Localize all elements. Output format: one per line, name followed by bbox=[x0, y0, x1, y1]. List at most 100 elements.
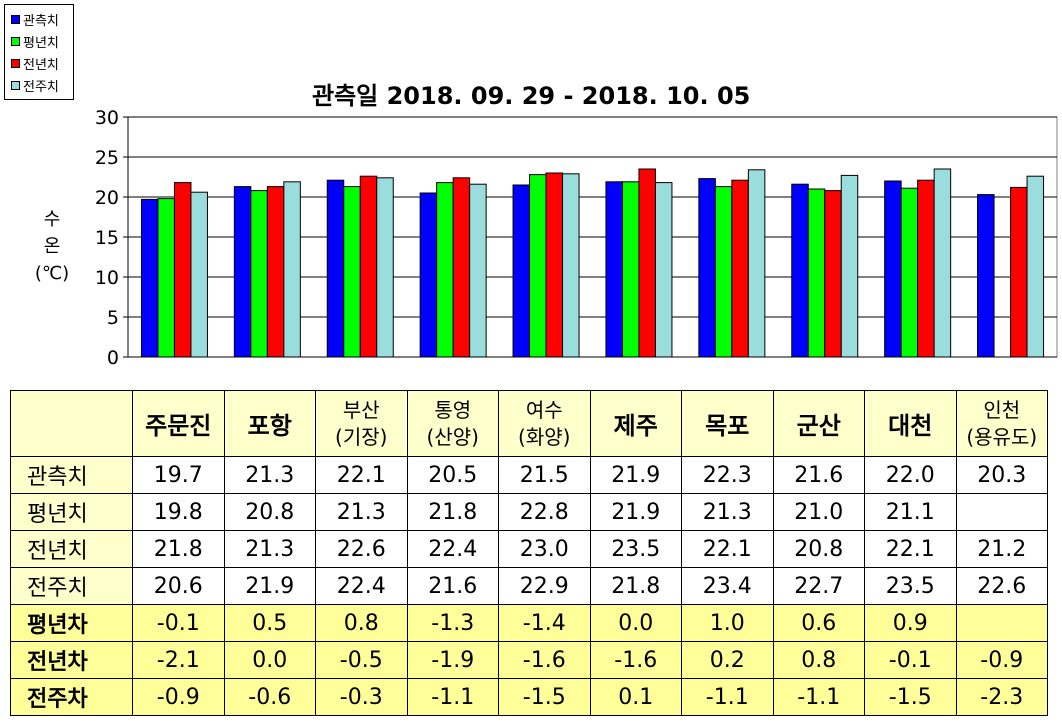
y-axis-label: 수 온 (℃) bbox=[30, 206, 74, 287]
table-cell: 0.6 bbox=[772, 604, 865, 642]
table-cell: 19.8 bbox=[132, 493, 225, 531]
table-cell: 21.6 bbox=[772, 456, 865, 494]
legend-item: 전주치 bbox=[11, 74, 73, 96]
table-cell: 21.9 bbox=[589, 493, 682, 531]
table-cell: 0.5 bbox=[223, 604, 316, 642]
row-label: 전년치 bbox=[10, 530, 133, 568]
table-cell: 23.5 bbox=[864, 567, 957, 605]
station-header: 주문진 bbox=[132, 390, 225, 457]
table-cell: 21.9 bbox=[223, 567, 316, 605]
bar bbox=[343, 186, 361, 358]
table-cell: 22.7 bbox=[772, 567, 865, 605]
table-cell: -1.4 bbox=[498, 604, 591, 642]
row-label: 전주차 bbox=[10, 678, 133, 716]
row-label: 평년차 bbox=[10, 604, 133, 642]
table-row: 전주치 20.6 21.9 22.4 21.6 22.9 21.8 23.4 22.7 23.5 2… bbox=[10, 567, 1048, 605]
table-cell: 20.8 bbox=[223, 493, 316, 531]
y-tick-label: 5 bbox=[107, 307, 119, 329]
station-header: 여수 (화양) bbox=[498, 390, 591, 457]
table-cell: 20.3 bbox=[955, 456, 1048, 494]
table-row: 평년차 -0.1 0.5 0.8 -1.3 -1.4 0.0 1.0 0.6 0.9 bbox=[10, 604, 1048, 642]
y-tick-label: 0 bbox=[107, 347, 119, 369]
table-cell: -1.1 bbox=[681, 678, 774, 716]
bar bbox=[977, 194, 995, 358]
bar bbox=[1026, 175, 1045, 358]
y-axis-label-line: 온 bbox=[43, 236, 61, 257]
table-cell bbox=[955, 604, 1048, 642]
table-cell: 22.4 bbox=[406, 530, 499, 568]
y-tick-label: 15 bbox=[95, 227, 119, 249]
table-cell: 0.8 bbox=[315, 604, 408, 642]
bar bbox=[233, 186, 252, 358]
station-header: 군산 bbox=[772, 390, 865, 457]
table-cell: 21.9 bbox=[589, 456, 682, 494]
table-cell: 19.7 bbox=[132, 456, 225, 494]
table-cell: -1.6 bbox=[498, 641, 591, 679]
table-cell: 21.3 bbox=[223, 456, 316, 494]
bar bbox=[266, 186, 285, 358]
table-cell: 0.0 bbox=[589, 604, 682, 642]
table-cell: 0.2 bbox=[681, 641, 774, 679]
bar bbox=[791, 183, 809, 358]
table-cell: -0.1 bbox=[132, 604, 225, 642]
legend-swatch bbox=[11, 80, 20, 90]
bar bbox=[747, 169, 766, 358]
y-tick-label: 30 bbox=[95, 107, 119, 129]
data-table: 주문진 포항 부산 (기장) 통영 (산양) 여수 (화양) 제주 목포 군산 대천 인천 (용유도) 관측… bbox=[10, 390, 1048, 716]
bar bbox=[654, 182, 673, 358]
table-header-row: 주문진 포항 부산 (기장) 통영 (산양) 여수 (화양) 제주 목포 군산 대천 인천 (용유도) bbox=[10, 390, 1048, 457]
bar bbox=[714, 186, 733, 358]
row-label: 관측치 bbox=[10, 456, 133, 494]
bar bbox=[173, 182, 192, 358]
chart-title: 관측일 2018. 09. 29 - 2018. 10. 05 bbox=[312, 82, 751, 110]
station-header: 인천 (용유도) bbox=[955, 390, 1048, 457]
bar bbox=[731, 179, 749, 358]
table-row: 전년차 -2.1 0.0 -0.5 -1.9 -1.6 -1.6 0.2 0.8 -0.1 -0.9 bbox=[10, 641, 1048, 679]
bar bbox=[140, 198, 159, 358]
table-row: 전년치 21.8 21.3 22.6 22.4 23.0 23.5 22.1 20.8 22.1 2… bbox=[10, 530, 1048, 568]
table-cell: 1.0 bbox=[681, 604, 774, 642]
table-cell: 22.8 bbox=[498, 493, 591, 531]
station-header: 통영 (산양) bbox=[406, 390, 499, 457]
table-cell: 21.5 bbox=[498, 456, 591, 494]
table-cell: 0.1 bbox=[589, 678, 682, 716]
table-cell: 22.1 bbox=[864, 530, 957, 568]
table-cell: -1.9 bbox=[406, 641, 499, 679]
bar bbox=[562, 173, 580, 358]
station-header: 포항 bbox=[223, 390, 316, 457]
row-label: 평년치 bbox=[10, 493, 133, 531]
y-tick-label: 25 bbox=[95, 147, 119, 169]
table-cell: 21.2 bbox=[955, 530, 1048, 568]
bar bbox=[190, 191, 208, 358]
legend-label: 전주치 bbox=[23, 79, 59, 95]
table-cell: 21.0 bbox=[772, 493, 865, 531]
bar bbox=[807, 188, 826, 358]
bar bbox=[436, 182, 454, 358]
table-cell: -0.9 bbox=[132, 678, 225, 716]
bar bbox=[824, 190, 842, 358]
table-cell: -0.1 bbox=[864, 641, 957, 679]
table-cell: -1.6 bbox=[589, 641, 682, 679]
legend-swatch bbox=[11, 36, 20, 46]
table-cell: -1.1 bbox=[406, 678, 499, 716]
bar bbox=[376, 177, 394, 358]
table-cell: 23.4 bbox=[681, 567, 774, 605]
y-tick-label: 10 bbox=[95, 267, 119, 289]
bar bbox=[359, 175, 378, 358]
table-cell: 0.8 bbox=[772, 641, 865, 679]
table-cell: -0.3 bbox=[315, 678, 408, 716]
bar bbox=[1010, 186, 1028, 358]
bar bbox=[452, 177, 471, 358]
legend-swatch bbox=[11, 14, 20, 24]
bar bbox=[326, 179, 345, 358]
table-row: 전주차 -0.9 -0.6 -0.3 -1.1 -1.5 0.1 -1.1 -1.1 -1.5 -2… bbox=[10, 678, 1048, 716]
row-label: 전주치 bbox=[10, 567, 133, 605]
table-cell: 23.0 bbox=[498, 530, 591, 568]
table-cell: -1.1 bbox=[772, 678, 865, 716]
legend-item: 전년치 bbox=[11, 52, 73, 74]
table-cell: -0.5 bbox=[315, 641, 408, 679]
table-row: 관측치 19.7 21.3 22.1 20.5 21.5 21.9 22.3 21.6 22.0 2… bbox=[10, 456, 1048, 494]
table-cell: 22.6 bbox=[315, 530, 408, 568]
table-cell: 21.8 bbox=[589, 567, 682, 605]
table-cell: 21.1 bbox=[864, 493, 957, 531]
